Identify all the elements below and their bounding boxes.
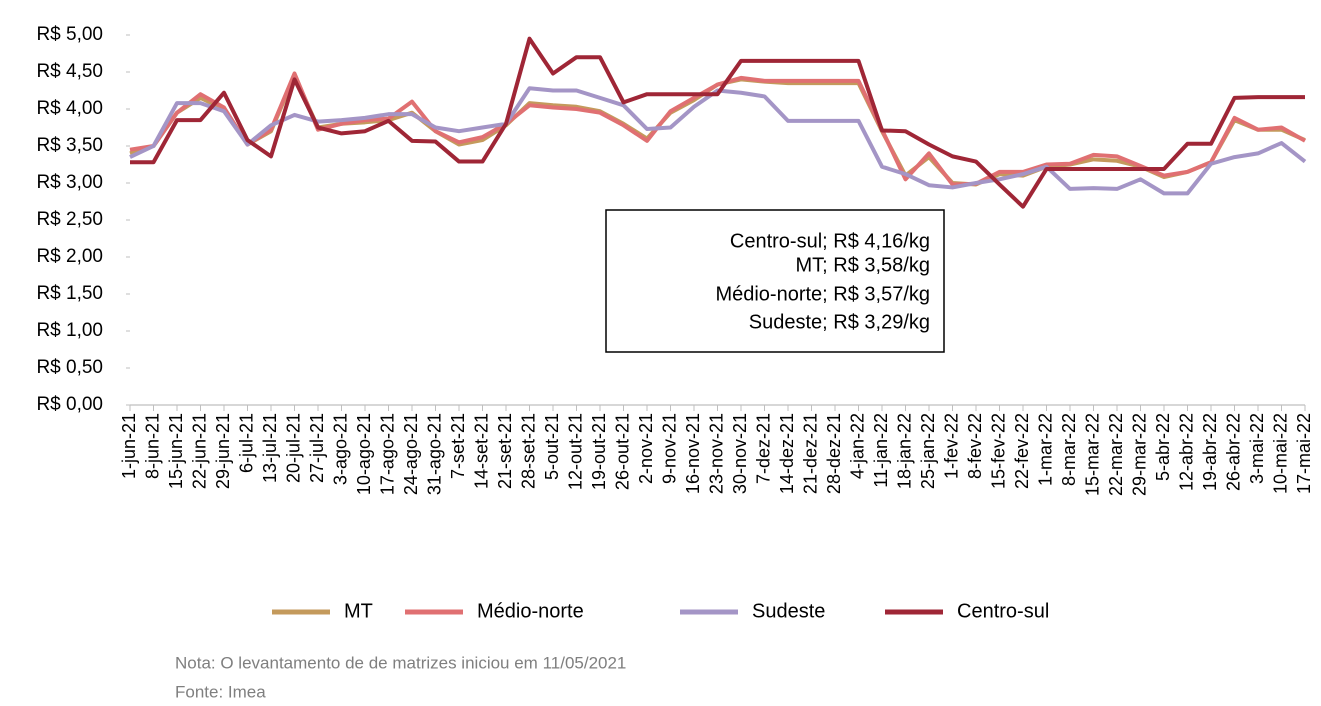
x-tick-label: 29-jun-21	[213, 413, 233, 489]
note: Fonte: Imea	[175, 682, 266, 701]
x-tick-label: 14-set-21	[471, 413, 491, 489]
x-tick-label: 8-mar-22	[1059, 413, 1079, 486]
x-tick-label: 23-nov-21	[706, 413, 726, 494]
x-tick-label: 10-ago-21	[354, 413, 374, 495]
x-tick-label: 28-set-21	[518, 413, 538, 489]
x-tick-label: 9-nov-21	[659, 413, 679, 484]
x-tick-label: 2-nov-21	[636, 413, 656, 484]
x-tick-label: 13-jul-21	[260, 413, 280, 483]
x-tick-label: 5-out-21	[542, 413, 562, 480]
series-line	[129, 86, 1307, 196]
x-tick-label: 10-mai-22	[1270, 413, 1290, 494]
x-tick-label: 30-nov-21	[730, 413, 750, 494]
x-tick-label: 7-set-21	[448, 413, 468, 479]
annotation: Médio-norte; R$ 3,57/kg	[715, 283, 930, 305]
x-tick-label: 14-dez-21	[777, 413, 797, 494]
x-tick-label: 29-mar-22	[1129, 413, 1149, 496]
legend-label: Centro-sul	[957, 600, 1049, 622]
y-tick-label: R$ 0,50	[36, 357, 103, 378]
x-tick-label: 15-fev-22	[988, 413, 1008, 489]
x-tick-label: 19-abr-22	[1200, 413, 1220, 491]
y-tick-label: R$ 3,50	[36, 135, 103, 156]
y-tick-label: R$ 0,00	[36, 394, 103, 415]
x-tick-label: 28-dez-21	[824, 413, 844, 494]
x-tick-label: 31-ago-21	[424, 413, 444, 495]
x-tick-label: 18-jan-22	[894, 413, 914, 489]
x-tick-label: 1-mar-22	[1035, 413, 1055, 486]
x-tick-label: 15-jun-21	[166, 413, 186, 489]
x-tick-label: 17-ago-21	[377, 413, 397, 495]
annotation: MT; R$ 3,58/kg	[795, 254, 930, 276]
x-tick-label: 19-out-21	[589, 413, 609, 490]
x-tick-label: 11-jan-22	[871, 413, 891, 488]
x-tick-label: 15-mar-22	[1082, 413, 1102, 496]
legend-label: MT	[344, 600, 373, 622]
x-tick-label: 22-fev-22	[1012, 413, 1032, 489]
x-tick-label: 17-mai-22	[1294, 413, 1314, 494]
y-tick-label: R$ 2,50	[36, 209, 103, 230]
x-tick-label: 22-mar-22	[1106, 413, 1126, 496]
x-tick-label: 22-jun-21	[189, 413, 209, 489]
annotation: Sudeste; R$ 3,29/kg	[749, 311, 930, 333]
note: Nota: O levantamento de de matrizes inic…	[175, 653, 626, 672]
x-tick-label: 12-abr-22	[1176, 413, 1196, 491]
x-tick-label: 26-out-21	[612, 413, 632, 490]
x-tick-label: 12-out-21	[565, 413, 585, 490]
legend-label: Médio-norte	[477, 600, 584, 622]
x-tick-label: 4-jan-22	[847, 413, 867, 479]
annotation: Centro-sul; R$ 4,16/kg	[730, 230, 930, 252]
x-tick-label: 26-abr-22	[1223, 413, 1243, 491]
x-tick-label: 25-jan-22	[918, 413, 938, 489]
x-tick-label: 7-dez-21	[753, 413, 773, 484]
x-tick-label: 20-jul-21	[283, 413, 303, 483]
y-tick-label: R$ 5,00	[36, 24, 103, 45]
x-tick-label: 16-nov-21	[683, 413, 703, 494]
x-tick-label: 1-fev-22	[941, 413, 961, 479]
y-tick-label: R$ 4,00	[36, 98, 103, 119]
x-tick-label: 3-mai-22	[1247, 413, 1267, 484]
legend-label: Sudeste	[752, 600, 825, 622]
annotation-box	[605, 209, 945, 353]
x-tick-label: 1-jun-21	[119, 413, 139, 479]
x-tick-label: 6-jul-21	[236, 413, 256, 473]
x-tick-label: 5-abr-22	[1153, 413, 1173, 481]
x-tick-label: 3-ago-21	[330, 413, 350, 485]
y-tick-label: R$ 4,50	[36, 61, 103, 82]
y-tick-label: R$ 2,00	[36, 246, 103, 267]
x-tick-label: 21-set-21	[495, 413, 515, 489]
x-tick-label: 27-jul-21	[307, 413, 327, 483]
y-tick-label: R$ 3,00	[36, 172, 103, 193]
x-tick-label: 24-ago-21	[401, 413, 421, 495]
x-tick-label: 8-fev-22	[965, 413, 985, 479]
x-tick-label: 21-dez-21	[800, 413, 820, 494]
y-tick-label: R$ 1,50	[36, 283, 103, 304]
y-tick-label: R$ 1,00	[36, 320, 103, 341]
series-line	[130, 36, 1305, 209]
x-tick-label: 8-jun-21	[142, 413, 162, 479]
